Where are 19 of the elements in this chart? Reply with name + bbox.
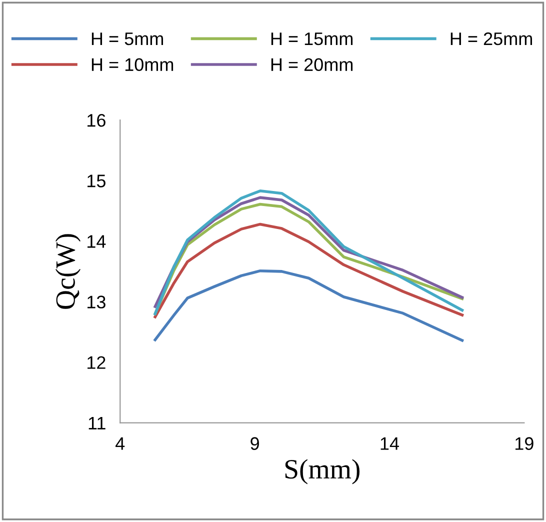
x-tick-label: 4 (116, 437, 125, 450)
legend-label: H = 5mm (92, 32, 164, 46)
x-tick-label: 9 (250, 437, 259, 450)
line-series (154, 222, 464, 318)
y-tick-label: 13 (88, 296, 106, 308)
x-tick-label: 14 (380, 437, 399, 450)
legend-label: H = 15mm (271, 32, 353, 46)
y-tick-label: 16 (88, 114, 106, 127)
x-axis-title: S(mm) (285, 459, 360, 484)
y-tick-label: 15 (88, 174, 106, 188)
y-axis-title: Qc(W) (55, 234, 81, 309)
x-tick-label: 19 (515, 437, 534, 450)
legend-label: H = 25mm (450, 32, 532, 46)
y-tick-label: 12 (88, 356, 106, 369)
legend-label: H = 20mm (271, 58, 353, 72)
y-tick-label: 11 (88, 416, 106, 430)
line-series (154, 269, 464, 342)
y-tick-label: 14 (88, 235, 106, 248)
legend-label: H = 10mm (92, 58, 174, 72)
